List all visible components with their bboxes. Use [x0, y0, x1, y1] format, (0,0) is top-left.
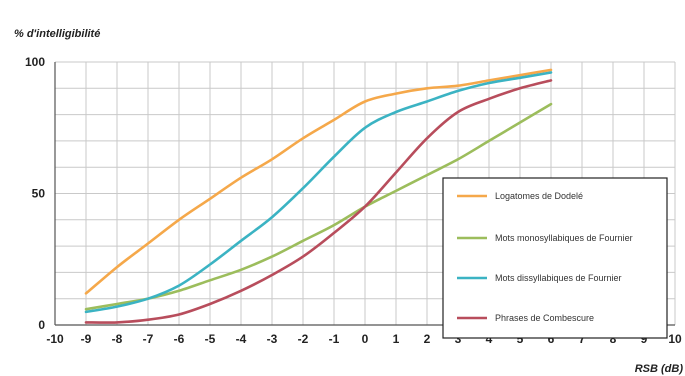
- x-tick-label: -7: [143, 332, 154, 346]
- y-axis-label: % d'intelligibilité: [14, 28, 100, 40]
- y-tick-label: 50: [32, 187, 46, 201]
- series-lines: [84, 68, 553, 324]
- x-tick-label: -5: [205, 332, 216, 346]
- x-tick-label: -9: [81, 332, 92, 346]
- x-tick-label: 7: [579, 332, 586, 346]
- series-line-2: [84, 102, 553, 311]
- legend-label: Mots dissyllabiques de Fournier: [495, 273, 622, 283]
- x-tick-label: -6: [174, 332, 185, 346]
- legend-label: Logatomes de Dodelé: [495, 191, 583, 201]
- x-tick-label: -1: [329, 332, 340, 346]
- x-tick-label: -10: [46, 332, 64, 346]
- y-tick-label: 0: [38, 318, 45, 332]
- series-line-3: [84, 71, 553, 314]
- x-tick-label: 8: [610, 332, 617, 346]
- legend-label-line: Mots dissyllabiques de Fournier: [495, 273, 622, 283]
- x-tick-label: 4: [486, 332, 493, 346]
- x-tick-label: 0: [362, 332, 369, 346]
- x-tick-label: -2: [298, 332, 309, 346]
- legend-label-line: Mots monosyllabiques de Fournier: [495, 233, 633, 243]
- series-line-1: [84, 68, 553, 295]
- x-tick-label: -3: [267, 332, 278, 346]
- x-tick-label: -8: [112, 332, 123, 346]
- x-tick-label: 10: [668, 332, 682, 346]
- x-tick-label: 6: [548, 332, 555, 346]
- x-axis-label: RSB (dB): [635, 363, 684, 375]
- x-tick-label: -4: [236, 332, 247, 346]
- legend-label: Phrases de Combescure: [495, 313, 594, 323]
- legend: Logatomes de Dodelé Mots monosyllabiques …: [442, 177, 668, 339]
- x-tick-label: 2: [424, 332, 431, 346]
- legend-label-line: Phrases de Combescure: [495, 313, 594, 323]
- x-tick-label: 5: [517, 332, 524, 346]
- legend-box: [442, 177, 668, 339]
- series-line-4: [84, 79, 553, 324]
- x-tick-label: 3: [455, 332, 462, 346]
- y-tick-label: 100: [25, 55, 45, 69]
- x-tick-label: 9: [641, 332, 648, 346]
- legend-label-line: Logatomes de Dodelé: [495, 191, 583, 201]
- legend-label: Mots monosyllabiques de Fournier: [495, 233, 633, 243]
- x-tick-label: 1: [393, 332, 400, 346]
